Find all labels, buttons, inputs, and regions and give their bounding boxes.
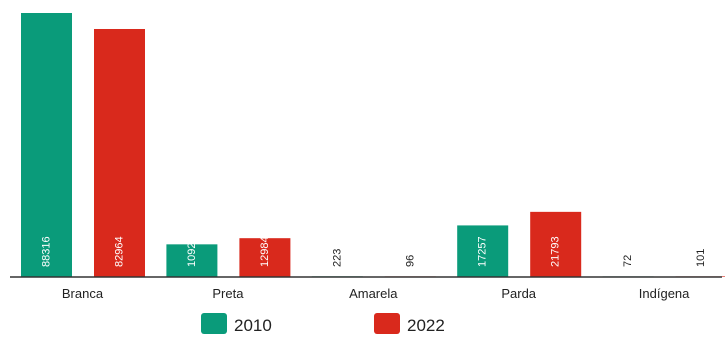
bars-layer [21, 13, 725, 277]
data-label-2010-branca: 88316 [41, 236, 53, 267]
x-tick-label: Amarela [349, 286, 398, 301]
data-labels-layer: 88316 82964 10926 12984 223 96 17257 21793 72 101 [41, 236, 708, 267]
data-label-2010-preta: 10926 [186, 236, 198, 267]
data-label-2010-amarela: 223 [331, 249, 343, 267]
data-label-2022-amarela: 96 [404, 255, 416, 267]
x-tick-label: Branca [62, 286, 104, 301]
x-tick-labels: Branca Preta Amarela Parda Indígena [62, 286, 690, 301]
bar-2010-branca [21, 13, 72, 277]
bar-2010-preta [166, 244, 218, 277]
legend: 2010 2022 [201, 313, 445, 335]
bar-2022-preta [239, 238, 291, 277]
legend-swatch-2022 [374, 313, 400, 334]
data-label-2022-indigena: 101 [695, 249, 707, 267]
data-label-2022-parda: 21793 [550, 236, 562, 267]
data-label-2010-parda: 17257 [477, 236, 489, 267]
bar-2010-parda [457, 225, 509, 277]
bar-2022-branca [94, 28, 145, 277]
data-label-2022-preta: 12984 [259, 236, 271, 267]
data-label-2010-indigena: 72 [622, 255, 634, 267]
bar-2022-parda [530, 211, 582, 277]
legend-swatch-2010 [201, 313, 227, 334]
data-label-2022-branca: 82964 [114, 236, 126, 267]
x-tick-label: Indígena [639, 286, 690, 301]
x-tick-label: Parda [501, 286, 536, 301]
x-tick-label: Preta [212, 286, 244, 301]
legend-label-2022: 2022 [407, 316, 445, 335]
legend-label-2010: 2010 [234, 316, 272, 335]
